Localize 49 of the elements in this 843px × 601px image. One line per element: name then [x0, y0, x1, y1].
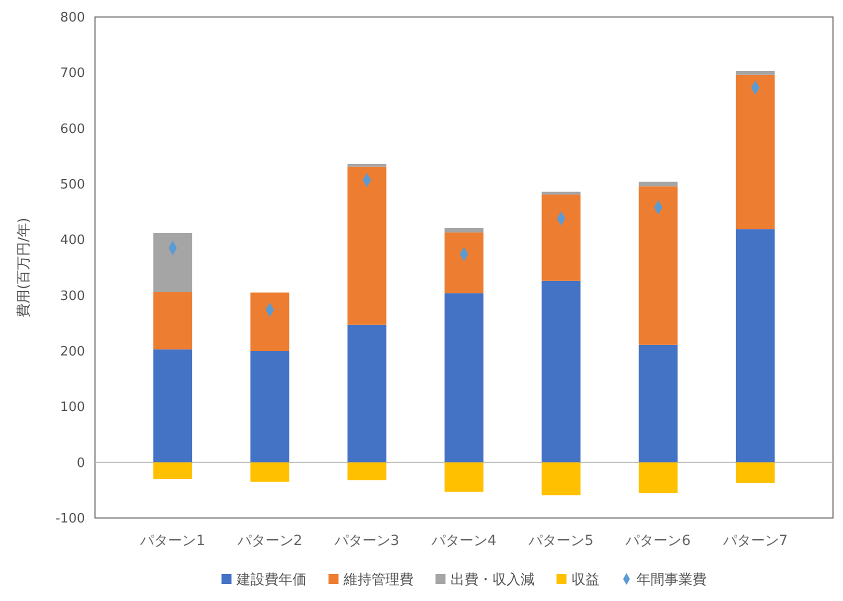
y-tick-label: 600 — [60, 122, 85, 137]
bar — [347, 164, 386, 167]
y-axis-title: 費用(百万円/年) — [16, 218, 32, 318]
bar — [250, 351, 290, 462]
bar — [347, 166, 386, 325]
x-tick-label: パターン4 — [430, 533, 497, 549]
legend-label: 維持管理費 — [342, 572, 414, 588]
bar — [542, 192, 581, 195]
y-tick-label: 400 — [60, 233, 85, 248]
y-tick-label: 200 — [60, 344, 85, 360]
bar — [638, 186, 678, 345]
bar — [444, 232, 484, 294]
bar — [444, 228, 484, 232]
y-tick-label: 300 — [60, 288, 85, 304]
bar — [347, 462, 386, 480]
bar — [736, 462, 775, 483]
legend-label: 収益 — [572, 572, 600, 588]
y-tick-label: 800 — [60, 10, 85, 26]
y-tick-label: 100 — [60, 400, 85, 416]
y-tick-label: 700 — [60, 66, 85, 82]
y-tick-label: -100 — [55, 512, 85, 527]
bar — [153, 292, 192, 350]
legend-label: 出費・収入減 — [450, 572, 534, 588]
bar — [638, 462, 678, 493]
bar — [736, 229, 775, 462]
bar — [444, 293, 484, 462]
bar — [250, 462, 290, 482]
bar — [444, 462, 484, 492]
bar — [736, 74, 775, 230]
bar — [542, 194, 581, 281]
bar — [736, 70, 775, 75]
bar — [250, 292, 290, 351]
y-tick-label: 500 — [60, 178, 85, 193]
bar — [542, 280, 581, 462]
x-tick-label: パターン5 — [528, 533, 594, 549]
x-tick-label: パターン1 — [139, 533, 206, 549]
bar — [347, 324, 386, 462]
x-tick-label: パターン7 — [722, 533, 788, 549]
bar — [542, 462, 581, 496]
bar — [153, 232, 192, 292]
bar — [153, 349, 192, 462]
bar — [638, 344, 678, 462]
x-tick-label: パターン2 — [236, 533, 302, 549]
x-tick-label: パターン6 — [624, 533, 691, 549]
y-tick-label: 0 — [76, 456, 85, 471]
legend-label: 年間事業費 — [636, 572, 706, 588]
bar — [153, 462, 192, 480]
legend-label: 建設費年価 — [236, 572, 306, 588]
x-tick-label: パターン3 — [333, 533, 400, 549]
